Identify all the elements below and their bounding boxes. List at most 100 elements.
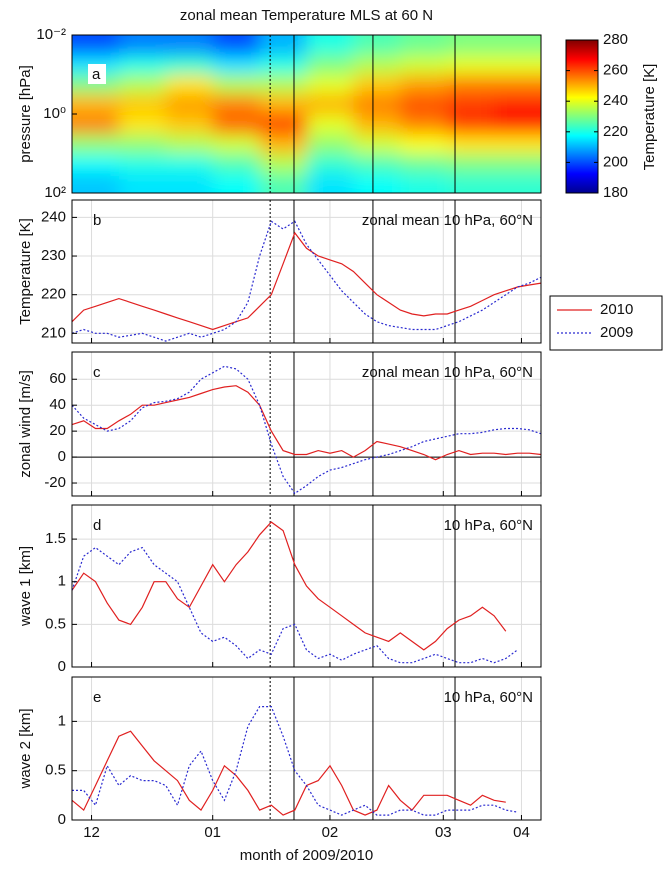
heatmap-cell: [165, 133, 214, 155]
panel-label: a: [92, 66, 101, 83]
heatmap-cell: [400, 35, 449, 56]
x-tick-label: 02: [322, 824, 339, 841]
heatmap-cell: [400, 133, 449, 155]
heatmap-cell: [447, 173, 496, 193]
panel-annotation: 10 hPa, 60°N: [444, 517, 533, 534]
y-tick-label: 0.5: [45, 762, 66, 779]
heatmap-cell: [306, 54, 355, 76]
colorbar-tick-label: 200: [603, 153, 628, 170]
heatmap-cell: [259, 133, 308, 155]
heatmap-cell: [494, 153, 541, 175]
panel-label: d: [93, 517, 101, 534]
heatmap-cell: [494, 173, 541, 193]
heatmap-cell: [165, 173, 214, 193]
heatmap-cell: [118, 173, 167, 193]
series-line: [71, 521, 507, 651]
heatmap-cell: [306, 35, 355, 56]
panel-annotation: zonal mean 10 hPa, 60°N: [362, 364, 533, 381]
heatmap-cell: [212, 54, 261, 76]
heatmap-cell: [494, 133, 541, 155]
y-tick-label: 0: [58, 448, 66, 465]
heatmap-cell: [306, 74, 355, 96]
y-tick-label: 0: [58, 811, 66, 828]
y-tick-label: -20: [44, 474, 66, 491]
panel-annotation: 10 hPa, 60°N: [444, 689, 533, 706]
heatmap-cell: [259, 54, 308, 76]
series-line: [71, 220, 542, 342]
panel-label-box: [88, 64, 106, 84]
heatmap-cell: [259, 74, 308, 96]
y-axis-label: Temperature [K]: [17, 218, 34, 325]
x-tick-label: 01: [204, 824, 221, 841]
heatmap-cell: [400, 153, 449, 175]
plot-frame: [71, 676, 542, 821]
heatmap-cell: [447, 133, 496, 155]
y-tick-label: 10²: [44, 184, 66, 201]
heatmap-cell: [212, 35, 261, 56]
heatmap-cell: [259, 173, 308, 193]
y-tick-label: 10⁻²: [36, 26, 66, 43]
heatmap-cell: [72, 133, 120, 155]
legend: 2010 2009: [549, 295, 663, 351]
heatmap-cell: [353, 153, 402, 175]
y-tick-label: 0: [58, 658, 66, 675]
heatmap-cell: [494, 114, 541, 135]
heatmap-cell: [259, 94, 308, 115]
colorbar-label: Temperature [K]: [641, 64, 658, 171]
colorbar: [565, 39, 599, 194]
heatmap-cell: [259, 114, 308, 135]
heatmap-cell: [400, 54, 449, 76]
y-tick-label: 220: [41, 286, 66, 303]
legend-label: 2010: [600, 301, 633, 318]
panel-annotation: zonal mean 10 hPa, 60°N: [362, 212, 533, 229]
heatmap-cell: [72, 153, 120, 175]
heatmap-cell: [306, 114, 355, 135]
heatmap-cell: [494, 74, 541, 96]
heatmap-cell: [72, 74, 120, 96]
y-tick-label: 1: [58, 573, 66, 590]
series-line: [71, 546, 518, 664]
x-tick-label: 04: [513, 824, 530, 841]
y-axis-label: pressure [hPa]: [17, 65, 34, 163]
heatmap-cell: [306, 153, 355, 175]
heatmap-cell: [212, 153, 261, 175]
heatmap-cell: [494, 35, 541, 56]
series-line: [71, 730, 506, 816]
y-tick-label: 230: [41, 247, 66, 264]
heatmap-cell: [118, 133, 167, 155]
heatmap-cell: [118, 94, 167, 115]
y-tick-label: 1.5: [45, 530, 66, 547]
heatmap-cell: [447, 114, 496, 135]
heatmap-cell: [259, 153, 308, 175]
heatmap-cell: [165, 74, 214, 96]
heatmap-cell: [212, 94, 261, 115]
panel-label: e: [93, 689, 101, 706]
heatmap-cell: [212, 114, 261, 135]
heatmap-cell: [212, 74, 261, 96]
y-tick-label: 240: [41, 208, 66, 225]
legend-box: [549, 295, 663, 351]
heatmap-cell: [494, 54, 541, 76]
y-tick-label: 10⁰: [43, 105, 66, 122]
colorbar-tick-label: 260: [603, 62, 628, 79]
panel-label: c: [93, 364, 101, 381]
heatmap-cell: [447, 35, 496, 56]
heatmap-cell: [72, 94, 120, 115]
heatmap-cell: [118, 74, 167, 96]
legend-label: 2009: [600, 324, 633, 341]
heatmap-cell: [353, 114, 402, 135]
heatmap-cells: [72, 35, 541, 193]
y-tick-label: 20: [49, 422, 66, 439]
x-tick-label: 12: [83, 824, 100, 841]
heatmap-cell: [353, 35, 402, 56]
y-tick-label: 60: [49, 370, 66, 387]
heatmap-cell: [118, 114, 167, 135]
heatmap-cell: [306, 173, 355, 193]
heatmap-cell: [353, 173, 402, 193]
heatmap-layer: [72, 35, 541, 193]
heatmap-cell: [353, 94, 402, 115]
heatmap-cell: [259, 35, 308, 56]
plot-frame: [71, 351, 542, 497]
y-axis-label: wave 2 [km]: [17, 708, 34, 789]
heatmap-cell: [447, 153, 496, 175]
